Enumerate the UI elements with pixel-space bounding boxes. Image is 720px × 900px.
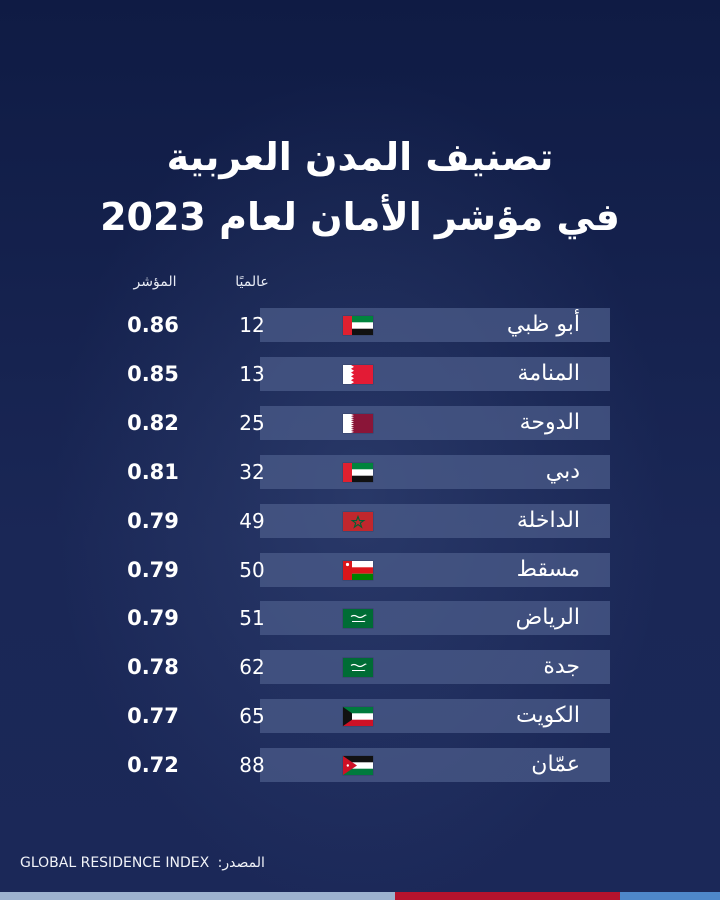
column-header-index: المؤشر <box>133 274 177 290</box>
city-name: الرياض <box>515 605 580 631</box>
saudi-flag-icon <box>343 658 373 678</box>
global-rank: 62 <box>239 655 265 680</box>
row-bar <box>260 650 610 685</box>
strip-segment-blue <box>620 892 720 900</box>
city-name: الداخلة <box>516 507 580 533</box>
safety-index-score: 0.85 <box>127 361 179 386</box>
city-name: الكويت <box>515 703 580 729</box>
global-rank: 25 <box>239 410 265 435</box>
table-row: عمّان 88 0.72 <box>120 748 610 783</box>
source-label: المصدر: <box>217 855 265 871</box>
city-name: عمّان <box>531 752 580 778</box>
safety-index-score: 0.86 <box>127 313 179 337</box>
safety-index-score: 0.82 <box>127 410 179 435</box>
safety-index-score: 0.72 <box>127 753 179 778</box>
qatar-flag-icon <box>343 413 373 433</box>
table-row: الرياض 51 0.79 <box>120 601 610 636</box>
title-line-2: في مؤشر الأمان لعام 2023 <box>100 195 620 239</box>
city-name: دبي <box>545 458 580 484</box>
safety-index-score: 0.77 <box>127 704 179 729</box>
city-name: المنامة <box>517 360 580 386</box>
safety-index-score: 0.78 <box>127 655 179 680</box>
row-bar <box>260 405 610 440</box>
row-bar <box>260 552 610 587</box>
strip-segment-light <box>0 892 395 900</box>
uae-flag-icon <box>343 462 373 482</box>
row-bar <box>260 356 610 391</box>
city-name: مسقط <box>516 556 580 582</box>
safety-index-score: 0.79 <box>127 606 179 631</box>
jordan-flag-icon <box>343 756 373 776</box>
city-name: أبو ظبي <box>506 312 580 337</box>
morocco-flag-icon <box>343 511 373 531</box>
global-rank: 50 <box>239 557 265 582</box>
table-row: أبو ظبي 12 0.86 <box>120 308 610 342</box>
bahrain-flag-icon <box>343 364 373 384</box>
global-rank: 13 <box>239 361 265 386</box>
table-row: الدوحة 25 0.82 <box>120 405 610 440</box>
row-bar <box>260 503 610 538</box>
city-name: الدوحة <box>519 409 580 435</box>
global-rank: 51 <box>239 606 265 631</box>
city-name: جدة <box>543 654 580 680</box>
row-bar <box>260 601 610 636</box>
row-bar <box>260 699 610 734</box>
row-bar <box>260 454 610 489</box>
table-row: الداخلة 49 0.79 <box>120 503 610 538</box>
safety-index-score: 0.79 <box>127 508 179 533</box>
source-name: GLOBAL RESIDENCE INDEX <box>20 855 210 871</box>
global-rank: 49 <box>239 508 265 533</box>
table-row: مسقط 50 0.79 <box>120 552 610 587</box>
title-line-1: تصنيف المدن العربية <box>166 135 554 179</box>
saudi-flag-icon <box>343 609 373 629</box>
table-row: دبي 32 0.81 <box>120 454 610 489</box>
safety-index-score: 0.81 <box>127 459 179 484</box>
kuwait-flag-icon <box>343 707 373 727</box>
bottom-color-strip <box>0 892 720 900</box>
strip-segment-red <box>395 892 620 900</box>
row-bar <box>260 748 610 783</box>
source-note: GLOBAL RESIDENCE INDEX المصدر: <box>20 855 265 871</box>
global-rank: 88 <box>239 753 265 778</box>
safety-index-score: 0.79 <box>127 557 179 582</box>
table-row: الكويت 65 0.77 <box>120 699 610 734</box>
table-row: المنامة 13 0.85 <box>120 356 610 391</box>
oman-flag-icon <box>343 560 373 580</box>
global-rank: 65 <box>239 704 265 729</box>
table-row: جدة 62 0.78 <box>120 650 610 685</box>
row-bar <box>260 308 610 342</box>
global-rank: 12 <box>239 313 265 337</box>
column-header-rank: عالميًا <box>235 274 269 290</box>
uae-flag-icon <box>343 316 373 335</box>
global-rank: 32 <box>239 459 265 484</box>
